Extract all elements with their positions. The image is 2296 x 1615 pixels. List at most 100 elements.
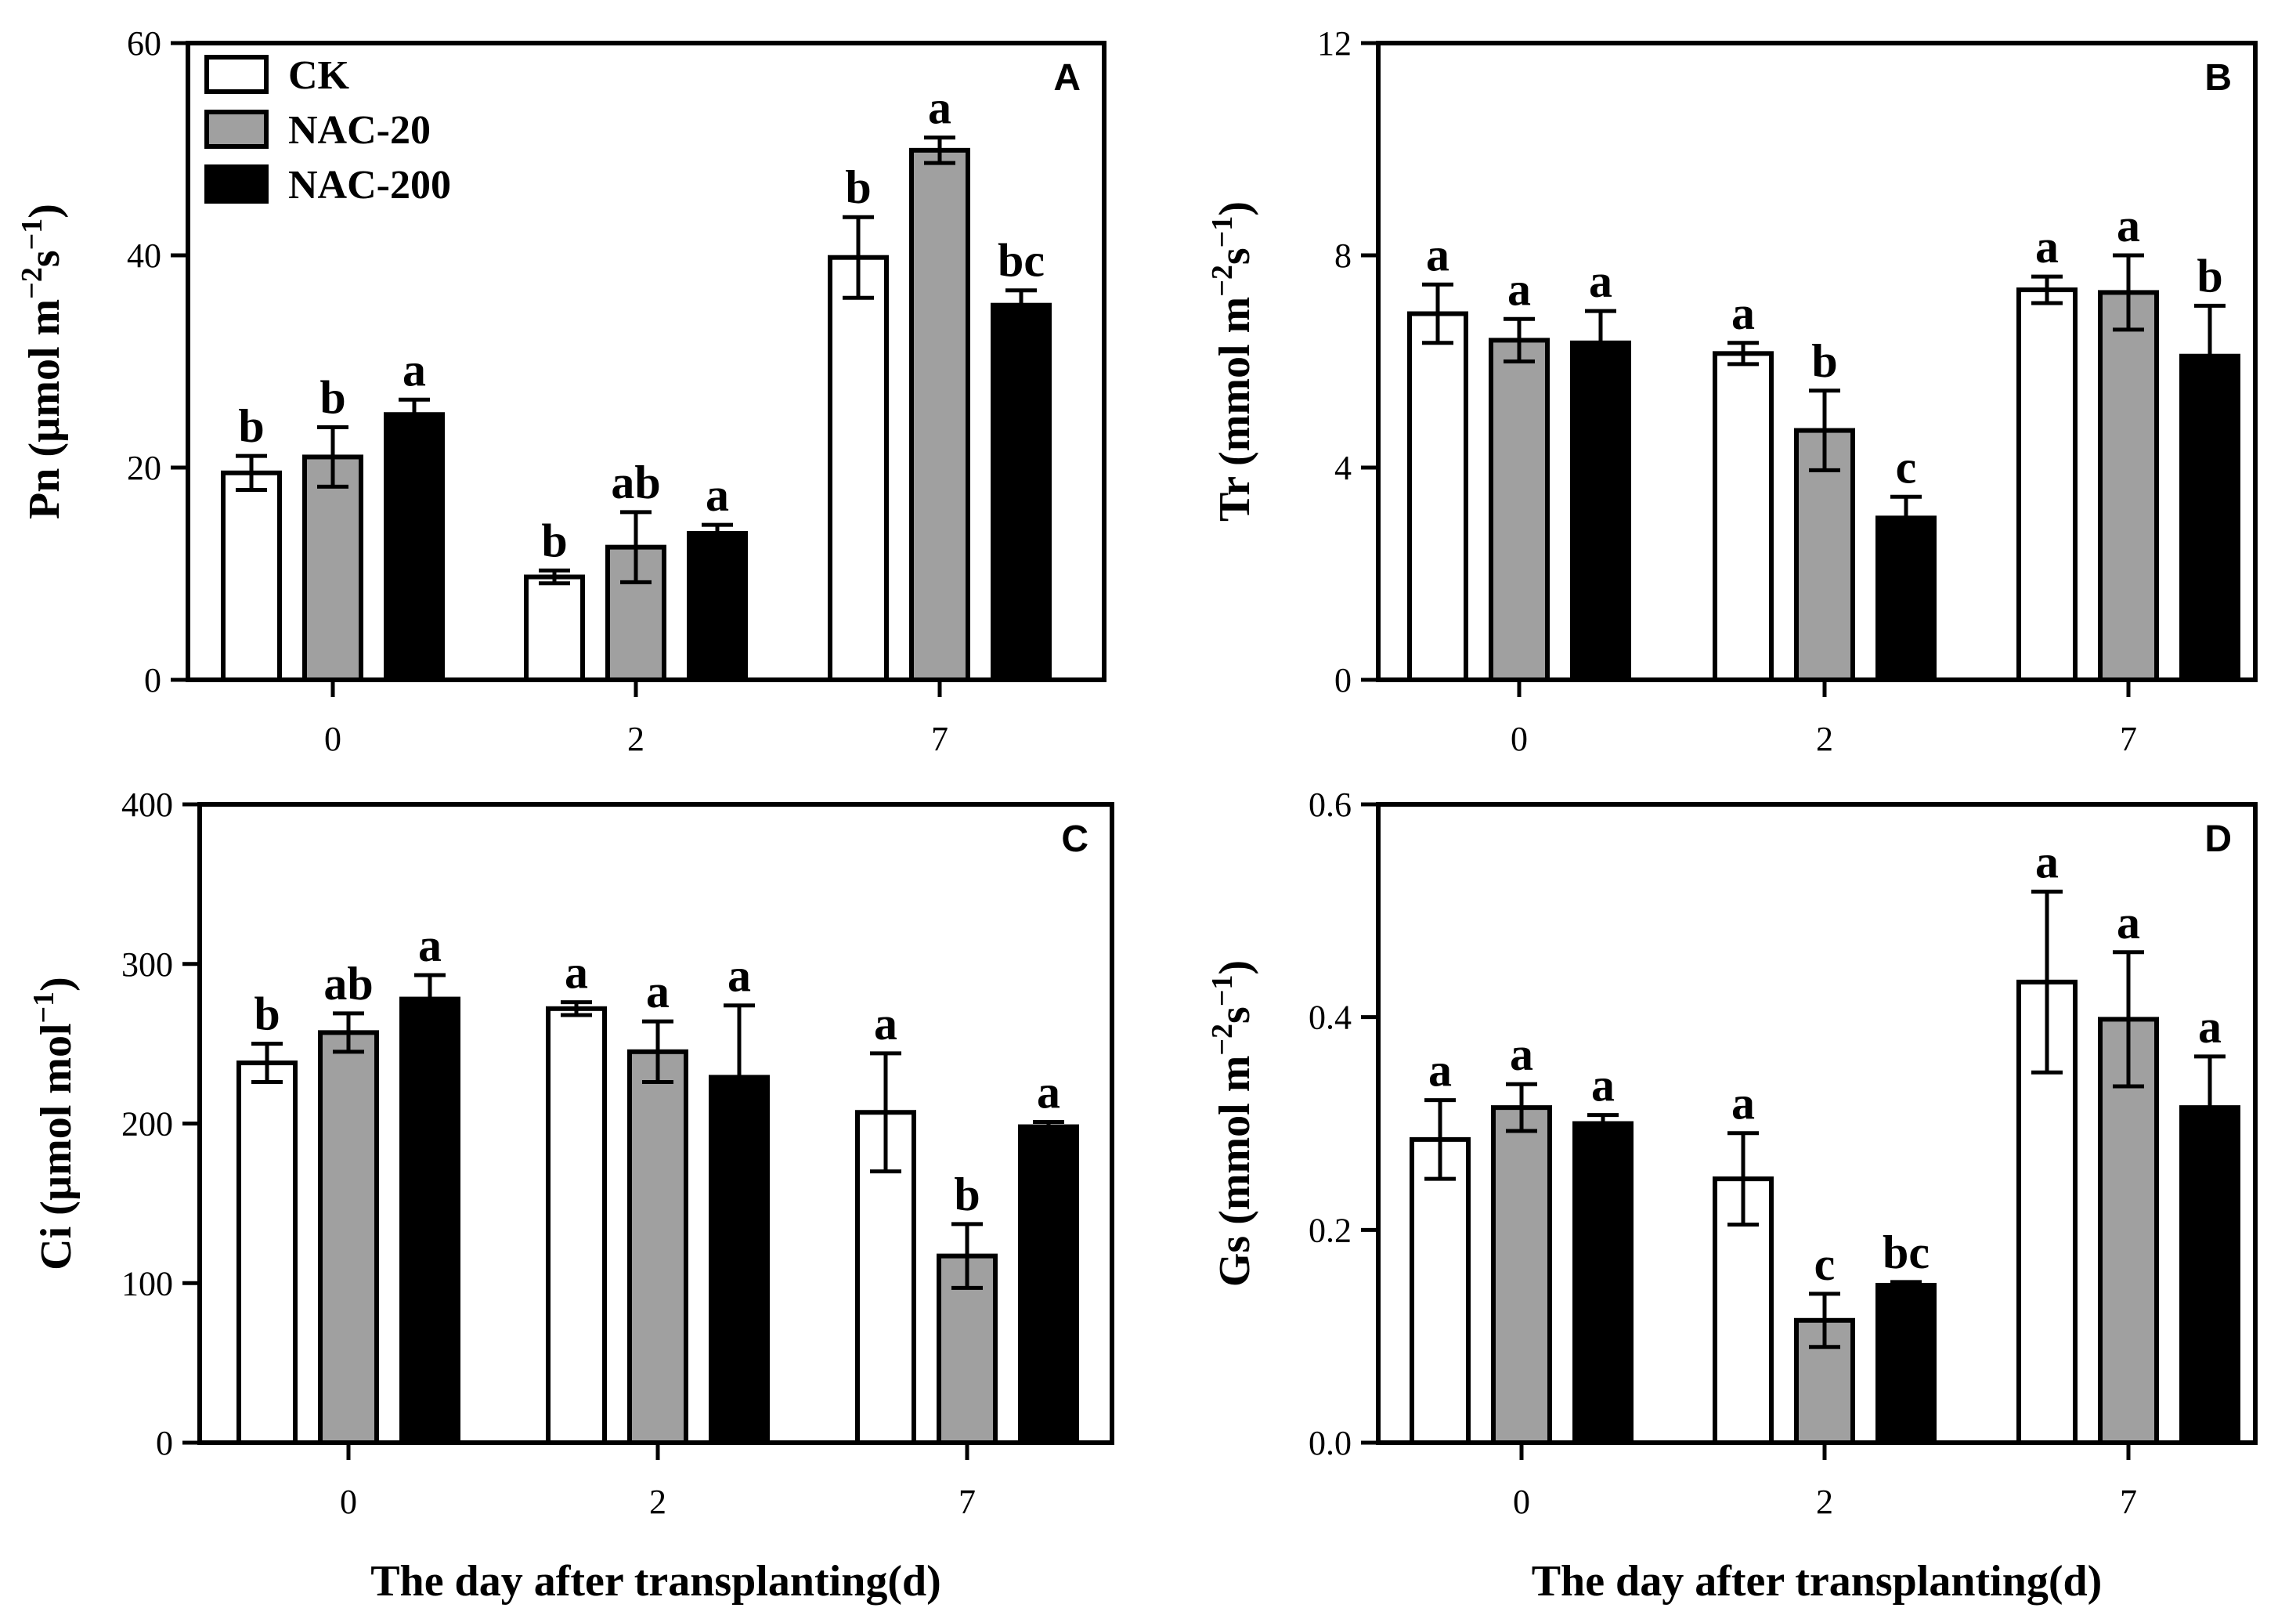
y-tick-label: 0.2	[1309, 1211, 1352, 1249]
bar-ck-day-2	[1713, 1176, 1774, 1445]
bar-ck-day-0	[1410, 1136, 1471, 1445]
error-bar	[724, 1003, 755, 1151]
bar-ck-day-2	[546, 1006, 607, 1446]
significance-letter: b	[2197, 250, 2222, 302]
bar-nac-20-day-7	[909, 147, 970, 683]
x-tick-label: 0	[1511, 720, 1528, 758]
significance-letter: bc	[998, 235, 1045, 287]
error-bar	[399, 397, 430, 432]
y-tick-label: 12	[1317, 24, 1352, 63]
y-axis-label: Pn (µmol m−2s−1)	[16, 204, 69, 519]
error-bar	[1422, 282, 1453, 345]
y-axis-label: Gs (mmol m−2s−1)	[1206, 960, 1259, 1287]
error-bar	[2031, 274, 2063, 305]
bar-ck-day-7	[828, 255, 889, 682]
significance-letter: a	[1591, 1060, 1615, 1111]
bar-nac-200-day-0	[1570, 340, 1631, 682]
significance-letter: ab	[323, 958, 373, 1010]
error-bar	[1424, 1098, 1456, 1181]
error-bar	[870, 1051, 901, 1174]
error-bar	[1585, 309, 1616, 377]
significance-letter: c	[1896, 441, 1917, 493]
panel-d: 0.0 0.2 0.4 0.6 0 2 7 a a a a c a a bc a D Gs (mmol m−2s−…	[1206, 786, 2258, 1606]
panel-letter: A	[1053, 57, 1081, 99]
significance-letter: a	[1428, 1045, 1452, 1097]
significance-letter: a	[874, 998, 897, 1050]
bar-ck-day-7	[2016, 287, 2078, 682]
significance-letter: a	[2035, 836, 2059, 887]
significance-letter: a	[403, 344, 426, 396]
y-tick-label: 0.0	[1309, 1424, 1352, 1462]
significance-letter: a	[1510, 1028, 1533, 1080]
y-tick-label: 40	[127, 237, 161, 275]
x-tick-label: 2	[1816, 1483, 1833, 1521]
significance-letter: a	[1589, 255, 1612, 307]
significance-letter: a	[646, 966, 670, 1017]
significance-letter: a	[1426, 229, 1449, 280]
panel-letter: B	[2204, 57, 2232, 99]
y-tick-label: 200	[121, 1105, 173, 1144]
y-axis-label: Tr (mmol m−2s−1)	[1206, 201, 1259, 522]
error-bar	[1890, 1280, 1922, 1291]
error-bar	[317, 425, 348, 489]
error-bar	[251, 1042, 283, 1085]
significance-letter: b	[1811, 335, 1837, 387]
bar-ck-day-0	[221, 470, 282, 683]
y-tick-label: 400	[121, 786, 173, 824]
error-bar	[1005, 288, 1037, 323]
x-tick-label: 7	[931, 720, 948, 758]
error-bar	[1033, 1119, 1064, 1134]
y-tick-label: 0	[1334, 661, 1352, 699]
bar-nac-200-day-0	[384, 412, 445, 682]
significance-letter: bc	[1883, 1227, 1930, 1278]
bar-nac-200-day-7	[991, 302, 1052, 682]
y-tick-label: 0	[144, 661, 161, 699]
error-bar	[1809, 1292, 1840, 1349]
significance-letter: b	[254, 988, 280, 1040]
x-tick-label: 2	[649, 1483, 666, 1521]
x-axis-label: The day after transplanting(d)	[370, 1557, 941, 1606]
bar-nac-20-day-7	[2098, 290, 2159, 682]
bar-nac-200-day-7	[1018, 1124, 1079, 1445]
significance-letter: b	[238, 400, 264, 452]
error-bar	[1727, 341, 1759, 367]
significance-letter: a	[2117, 897, 2140, 948]
error-bar	[1506, 1082, 1537, 1133]
significance-letter: a	[418, 920, 442, 971]
error-bar	[2113, 253, 2144, 332]
legend-swatch-nac-200	[204, 164, 269, 204]
bar-nac-200-day-7	[2179, 353, 2240, 682]
panel-letter: D	[2204, 818, 2232, 860]
y-tick-label: 100	[121, 1264, 173, 1302]
y-tick-label: 8	[1334, 237, 1352, 275]
legend-label-nac-200: NAC-200	[288, 163, 451, 208]
legend-swatch-nac-20	[204, 110, 269, 149]
x-tick-label: 2	[1816, 720, 1833, 758]
significance-letter: a	[1507, 263, 1531, 315]
significance-letter: ab	[611, 457, 660, 508]
error-bar	[1890, 494, 1922, 541]
legend: CK NAC-20 NAC-200	[204, 53, 451, 208]
bar-nac-20-day-0	[1489, 338, 1550, 682]
error-bar	[1809, 388, 1840, 472]
bar-ck-day-0	[1407, 311, 1468, 682]
y-tick-label: 0.4	[1309, 999, 1352, 1037]
legend-swatch-ck	[204, 55, 269, 94]
error-bar	[642, 1019, 673, 1085]
error-bar	[1727, 1131, 1759, 1227]
bar-nac-200-day-0	[399, 996, 460, 1445]
x-tick-label: 0	[324, 720, 341, 758]
bar-nac-20-day-0	[318, 1030, 379, 1446]
y-tick-label: 0	[156, 1424, 173, 1462]
significance-letter: b	[541, 515, 567, 566]
bar-ck-day-2	[1713, 351, 1774, 682]
bar-nac-200-day-2	[687, 531, 748, 683]
x-tick-label: 7	[2120, 720, 2137, 758]
legend-label-nac-20: NAC-20	[288, 108, 431, 153]
bar-nac-20-day-0	[302, 454, 363, 682]
error-bar	[2194, 1054, 2226, 1161]
legend-label-ck: CK	[288, 53, 350, 98]
